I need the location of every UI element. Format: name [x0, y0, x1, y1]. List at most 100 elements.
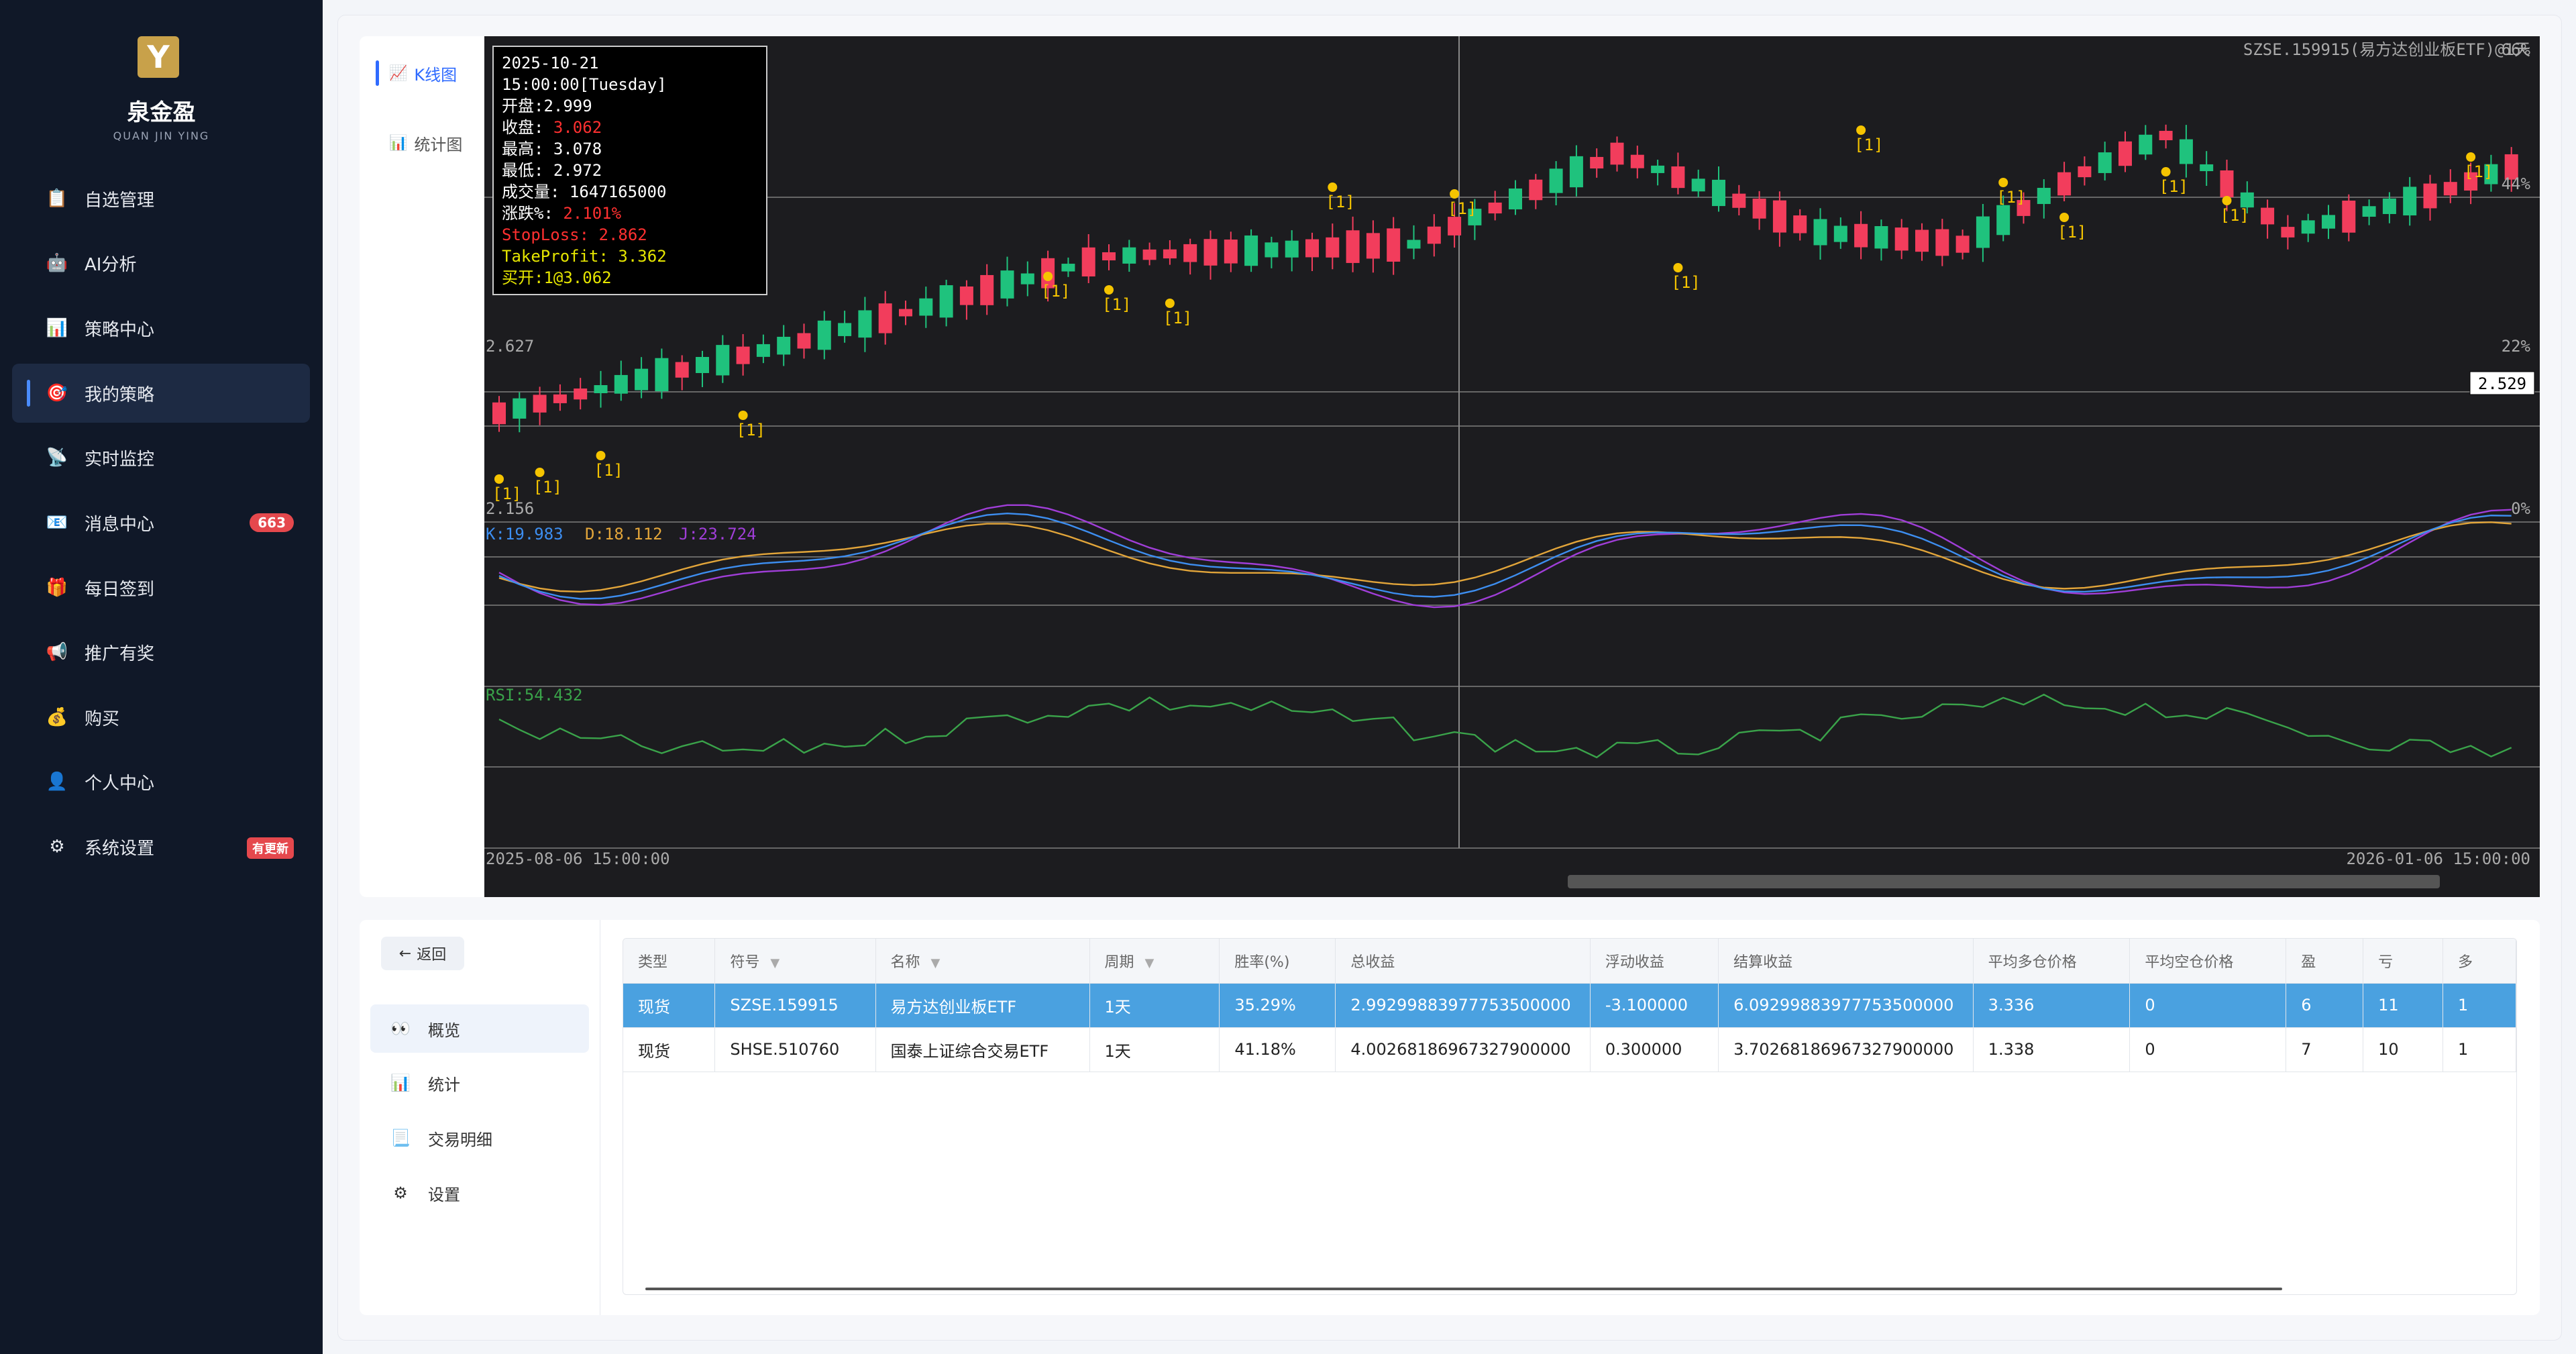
table-row[interactable]: 现货 SHSE.510760 国泰上证综合交易ETF 1天 41.18% 4.002681…: [623, 1027, 2516, 1072]
candle: [1122, 247, 1136, 264]
column-header[interactable]: 平均空仓价格: [2129, 939, 2287, 984]
column-header[interactable]: 胜率(%): [1219, 939, 1336, 984]
tab-kline[interactable]: 📈 K线图: [376, 58, 457, 89]
column-header[interactable]: 符号 ▼: [714, 939, 876, 984]
table-cell: 现货: [623, 983, 716, 1028]
brand-subtitle: QUAN JIN YING: [113, 129, 210, 142]
kdj-d-line: [498, 521, 2512, 593]
candle: [2443, 182, 2457, 196]
tooltip-close-label: 收盘:: [502, 118, 544, 137]
sidebar-item-9[interactable]: 👤 个人中心: [12, 752, 310, 811]
column-header[interactable]: 浮动收益: [1590, 939, 1719, 984]
tooltip-low: 最低: 2.972: [502, 161, 602, 180]
signal-marker: [1]: [1448, 199, 1477, 218]
table-cell: 3.70268186967327900000: [1718, 1027, 1974, 1072]
signal-dot: [596, 451, 606, 460]
back-button[interactable]: ← 返回: [381, 937, 464, 970]
candle: [2322, 215, 2335, 229]
symbol-label: SZSE.159915(易方达创业板ETF)@1天: [2243, 40, 2530, 59]
result-nav-0[interactable]: 👀 概览: [370, 1004, 589, 1053]
candle: [675, 362, 689, 378]
table-cell: 7: [2286, 1027, 2364, 1072]
sidebar-item-1[interactable]: 🤖 AI分析: [12, 233, 310, 293]
clipboard-icon: 📋: [46, 189, 68, 209]
candle: [1346, 230, 1360, 263]
tooltip-change-label: 涨跌%:: [502, 204, 553, 223]
column-header[interactable]: 平均多仓价格: [1973, 939, 2131, 984]
sidebar-item-7[interactable]: 📢 推广有奖: [12, 623, 310, 682]
sidebar-item-10[interactable]: ⚙ 系统设置 有更新: [12, 817, 310, 876]
tooltip-volume: 成交量: 1647165000: [502, 183, 667, 201]
sidebar-item-label: 消息中心: [85, 514, 155, 535]
kline-chart[interactable]: [1] [1] [1] [1] [1] [1] [1] [1] [1] [1] [1] [1] [1] […: [484, 36, 2540, 897]
result-nav-1[interactable]: 📊 统计: [370, 1059, 589, 1107]
signal-dot: [1856, 125, 1866, 135]
signal-dot: [2161, 167, 2171, 176]
column-header[interactable]: 周期 ▼: [1089, 939, 1220, 984]
filter-icon[interactable]: ▼: [1144, 955, 1155, 970]
candle: [1081, 247, 1095, 277]
candle: [1712, 179, 1725, 207]
candle: [2504, 154, 2518, 180]
document-icon: 📃: [390, 1129, 411, 1147]
signal-marker: [1]: [594, 461, 623, 480]
sidebar-item-4[interactable]: 📡 实时监控: [12, 428, 310, 487]
arrow-left-icon: ←: [398, 945, 412, 962]
candle: [2403, 187, 2417, 216]
column-header[interactable]: 结算收益: [1718, 939, 1974, 984]
candle: [1326, 237, 1340, 258]
column-header-label: 浮动收益: [1605, 953, 1664, 971]
sidebar-item-2[interactable]: 📊 策略中心: [12, 299, 310, 358]
gear-icon: ⚙: [393, 1184, 408, 1202]
signal-dot: [1673, 263, 1683, 272]
signal-dot: [1165, 299, 1175, 308]
candle: [858, 310, 872, 338]
filter-icon[interactable]: ▼: [930, 955, 941, 970]
candle: [1509, 188, 1522, 210]
sidebar-item-0[interactable]: 📋 自选管理: [12, 169, 310, 228]
bar-chart-icon: 📊: [390, 1074, 411, 1092]
column-header[interactable]: 盈: [2286, 939, 2364, 984]
candle: [2017, 200, 2031, 216]
candle: [878, 303, 892, 333]
chart-canvas[interactable]: [1] [1] [1] [1] [1] [1] [1] [1] [1] [1] [1] [1] [1] […: [484, 36, 2540, 897]
candle: [2301, 220, 2315, 234]
candle: [1183, 244, 1197, 262]
candle: [1244, 235, 1258, 266]
column-header[interactable]: 名称 ▼: [875, 939, 1090, 984]
column-header[interactable]: 类型: [623, 939, 716, 984]
candle: [1813, 219, 1827, 246]
signal-dot: [1450, 189, 1460, 199]
column-header[interactable]: 总收益: [1335, 939, 1591, 984]
candle: [1387, 228, 1401, 262]
candle: [594, 384, 608, 394]
sidebar-item-3[interactable]: 🎯 我的策略: [12, 364, 310, 423]
candle: [1732, 193, 1746, 208]
back-label: 返回: [417, 947, 447, 964]
candle: [574, 388, 588, 400]
candle: [2139, 134, 2153, 155]
tooltip-buy: 买开:1@3.062: [502, 268, 612, 287]
pct-label: 44%: [2502, 174, 2531, 193]
result-nav-2[interactable]: 📃 交易明细: [370, 1114, 589, 1162]
sidebar-item-5[interactable]: 📧 消息中心 663: [12, 493, 310, 552]
sidebar-item-8[interactable]: 💰 购买: [12, 688, 310, 747]
table-scrollbar[interactable]: [645, 1288, 2282, 1290]
satellite-icon: 📡: [46, 448, 68, 468]
sidebar-item-label: 每日签到: [85, 579, 155, 600]
table-cell: 0: [2129, 1027, 2287, 1072]
sidebar-item-6[interactable]: 🎁 每日签到: [12, 558, 310, 617]
tab-stats[interactable]: 📊 统计图: [376, 127, 462, 158]
candle: [533, 395, 547, 413]
filter-icon[interactable]: ▼: [770, 955, 780, 970]
column-header[interactable]: 多: [2443, 939, 2516, 984]
tab-kline-label: K线图: [414, 65, 458, 85]
candle: [1874, 226, 1888, 249]
result-nav-3[interactable]: ⚙ 设置: [370, 1169, 589, 1217]
column-header[interactable]: 亏: [2363, 939, 2443, 984]
table-row[interactable]: 现货 SZSE.159915 易方达创业板ETF 1天 35.29% 2.99299883…: [623, 983, 2516, 1028]
candle: [2159, 131, 2173, 140]
candle: [1407, 240, 1421, 249]
candle: [1529, 179, 1543, 201]
sidebar-item-label: 自选管理: [85, 190, 155, 211]
